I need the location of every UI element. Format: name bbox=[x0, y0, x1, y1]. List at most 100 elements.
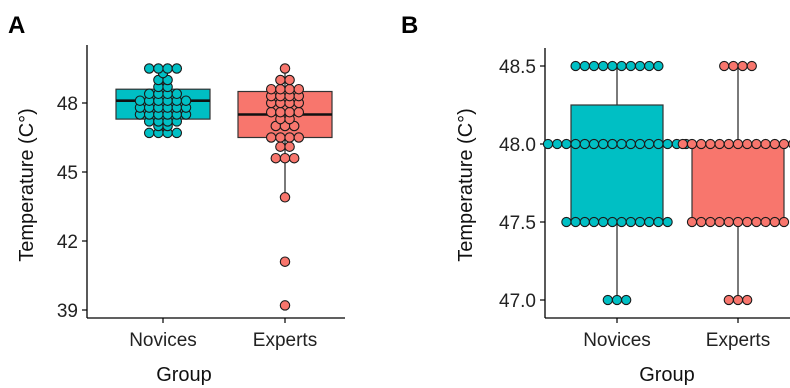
panel-b-point-novices bbox=[662, 138, 673, 150]
panel-b-point-novices bbox=[607, 60, 618, 72]
panel-b-point-experts bbox=[723, 216, 734, 228]
panel-b-point-experts bbox=[742, 294, 753, 306]
panel-a-x-tick-label-novices: Novices bbox=[129, 330, 197, 351]
panel-a-y-tick-label: 48 bbox=[57, 94, 78, 115]
panel-b-point-novices bbox=[653, 138, 664, 150]
panel-b-point-experts bbox=[742, 138, 753, 150]
panel-b-point-experts bbox=[732, 216, 744, 228]
panel-b-point-experts bbox=[732, 138, 744, 150]
panel-a-point-experts bbox=[279, 256, 291, 267]
panel-b-point-experts bbox=[769, 138, 780, 150]
panel-b-point-novices bbox=[598, 216, 609, 228]
panel-b-point-novices bbox=[607, 216, 618, 228]
panel-b-point-experts bbox=[696, 138, 707, 150]
panel-a-point-experts bbox=[265, 132, 277, 143]
panel-b-point-novices bbox=[570, 216, 581, 228]
panel-a-point-experts bbox=[284, 74, 295, 86]
panel-b-point-novices bbox=[570, 138, 581, 150]
panel-a-y-tick-label: 45 bbox=[57, 163, 78, 184]
panel-b-ylabel: Temperature (C°) bbox=[455, 108, 477, 262]
panel-a-point-experts bbox=[279, 63, 291, 74]
panel-a-point-experts bbox=[275, 74, 286, 86]
panel-b-point-experts bbox=[686, 138, 698, 150]
panel-a-point-experts bbox=[265, 83, 277, 95]
panel-a-xlabel: Group bbox=[156, 364, 212, 386]
panel-a-y-tick-label: 39 bbox=[57, 301, 78, 322]
panel-a-point-novices bbox=[162, 63, 173, 74]
panel-b-point-novices bbox=[579, 60, 590, 72]
panel-a-point-novices bbox=[153, 63, 164, 74]
panel-b-point-novices bbox=[644, 138, 655, 150]
panel-a-point-experts bbox=[293, 132, 305, 143]
panel-a-point-novices bbox=[134, 95, 146, 106]
panel-a-point-experts bbox=[270, 152, 282, 164]
panel-b-point-novices bbox=[644, 60, 655, 72]
panel-b-point-novices bbox=[598, 138, 609, 150]
panel-b-point-novices bbox=[570, 60, 581, 72]
panel-b-point-experts bbox=[751, 138, 762, 150]
panel-b-point-novices bbox=[588, 138, 600, 150]
panel-b-y-tick-label: 48.0 bbox=[499, 135, 536, 156]
panel-b-point-experts bbox=[714, 216, 725, 228]
panel-b-y-tick-label: 47.0 bbox=[499, 291, 536, 312]
panel-a: A 39 42 45 48 Novices Experts Group Temperatu… bbox=[8, 12, 345, 386]
panel-a-point-experts bbox=[293, 106, 305, 118]
panel-b-y-tick-label: 48.5 bbox=[499, 57, 536, 78]
panel-a-point-novices bbox=[180, 95, 192, 106]
panel-a-point-experts bbox=[275, 83, 286, 95]
panel-b-point-novices bbox=[653, 60, 664, 72]
panel-a-x-tick-label-experts: Experts bbox=[253, 330, 317, 351]
panel-b-point-experts bbox=[737, 60, 748, 72]
panel-a-point-experts bbox=[293, 83, 305, 95]
panel-b: B 47.0 47.5 48.0 48.5 Novices Experts Group T… bbox=[401, 12, 790, 386]
panel-a-point-experts bbox=[279, 300, 291, 311]
panel-b-point-novices bbox=[588, 60, 600, 72]
panel-a-point-novices bbox=[143, 88, 155, 100]
panel-b-point-novices bbox=[579, 216, 590, 228]
panel-b-point-experts bbox=[723, 138, 734, 150]
panel-a-point-novices bbox=[171, 127, 183, 139]
panel-a-point-experts bbox=[284, 83, 295, 95]
panel-a-label: A bbox=[8, 12, 25, 39]
panel-b-point-novices bbox=[625, 216, 636, 228]
panel-b-y-tick-label: 47.5 bbox=[499, 213, 536, 234]
panel-a-point-experts bbox=[275, 132, 286, 143]
panel-b-box-experts bbox=[691, 143, 785, 223]
panel-a-point-experts bbox=[284, 106, 295, 118]
panel-b-label: B bbox=[401, 12, 418, 39]
panel-b-x-tick-label-experts: Experts bbox=[706, 330, 770, 351]
panel-b-point-novices bbox=[634, 216, 646, 228]
panel-b-point-experts bbox=[769, 216, 780, 228]
panel-a-ylabel: Temperature (C°) bbox=[16, 108, 38, 262]
panel-b-point-novices bbox=[616, 216, 627, 228]
panel-a-point-novices bbox=[143, 127, 155, 139]
panel-b-point-experts bbox=[751, 216, 762, 228]
panel-a-point-novices bbox=[171, 63, 183, 74]
panel-b-point-novices bbox=[542, 138, 554, 150]
panel-a-point-experts bbox=[284, 141, 295, 152]
panel-b-point-experts bbox=[677, 138, 688, 150]
panel-b-point-novices bbox=[634, 138, 646, 150]
panel-a-point-experts bbox=[265, 106, 277, 118]
panel-a-point-experts bbox=[275, 141, 286, 152]
panel-b-point-experts bbox=[778, 138, 790, 150]
panel-b-point-novices bbox=[616, 60, 627, 72]
panel-b-point-experts bbox=[732, 294, 744, 306]
panel-b-box-novices bbox=[570, 104, 664, 223]
panel-a-point-experts bbox=[288, 152, 300, 164]
panel-b-point-novices bbox=[653, 216, 664, 228]
panel-b-point-novices bbox=[602, 294, 613, 306]
panel-a-point-experts bbox=[279, 192, 291, 203]
panel-b-point-experts bbox=[705, 138, 716, 150]
panel-b-point-experts bbox=[728, 60, 739, 72]
panel-b-point-experts bbox=[742, 216, 753, 228]
panel-a-point-novices bbox=[171, 88, 183, 100]
panel-b-point-experts bbox=[714, 138, 725, 150]
panel-a-point-experts bbox=[275, 106, 286, 118]
panel-b-point-experts bbox=[760, 138, 771, 150]
panel-b-point-novices bbox=[662, 216, 673, 228]
panel-b-point-novices bbox=[621, 294, 632, 306]
panel-b-point-novices bbox=[552, 138, 563, 150]
panel-b-point-novices bbox=[561, 216, 572, 228]
